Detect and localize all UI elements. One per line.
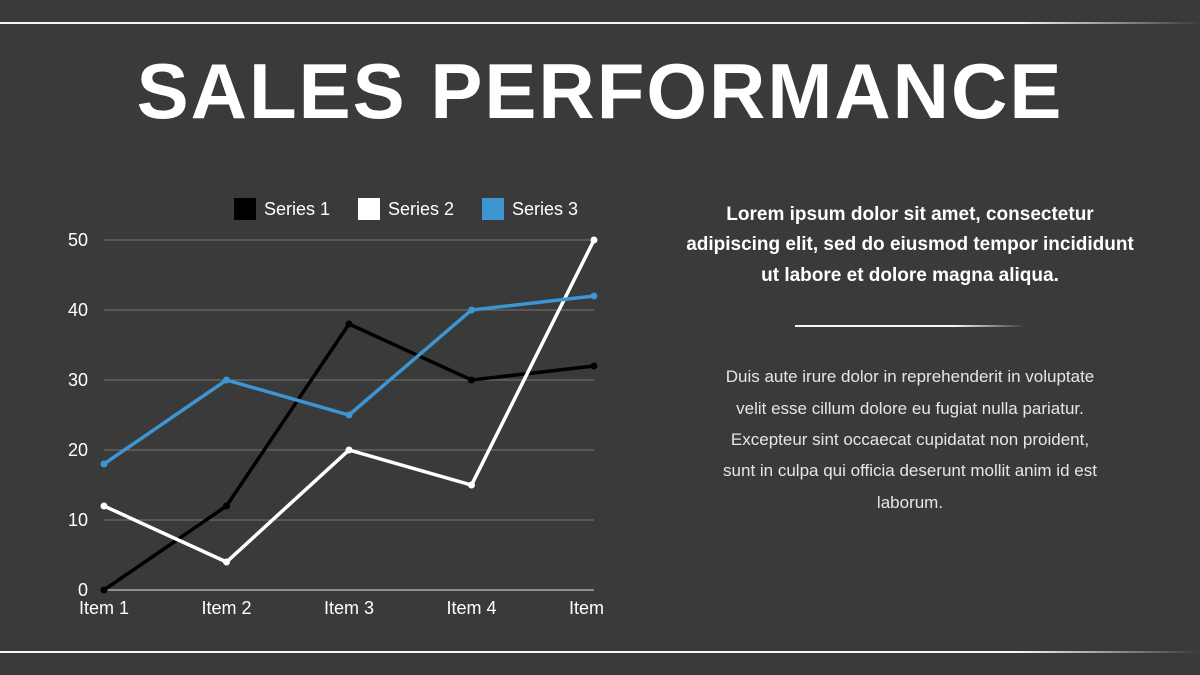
series-line (104, 240, 594, 562)
legend-label: Series 2 (388, 199, 454, 219)
y-tick-label: 50 (68, 230, 88, 250)
series-marker (346, 412, 353, 419)
series-marker (468, 377, 475, 384)
text-divider (795, 325, 1025, 327)
series-marker (468, 307, 475, 314)
slide-content: 0 10 20 30 40 50 Item 1 Item 2 Item 3 Item 4 Item… (0, 170, 1200, 625)
legend-label: Series 1 (264, 199, 330, 219)
series-marker (468, 482, 475, 489)
series-marker (101, 587, 108, 594)
series-marker (101, 503, 108, 510)
top-rule (0, 22, 1200, 24)
series-marker (223, 559, 230, 566)
legend-swatch (234, 198, 256, 220)
series-marker (223, 377, 230, 384)
series-marker (223, 503, 230, 510)
series-marker (591, 363, 598, 370)
legend-label: Series 3 (512, 199, 578, 219)
y-tick-label: 40 (68, 300, 88, 320)
y-tick-label: 10 (68, 510, 88, 530)
page-title: SALES PERFORMANCE (0, 46, 1200, 137)
legend-swatch (482, 198, 504, 220)
series-marker (591, 293, 598, 300)
sales-line-chart: 0 10 20 30 40 50 Item 1 Item 2 Item 3 Item 4 Item… (44, 180, 604, 620)
bottom-rule (0, 651, 1200, 653)
x-tick-label: Item 2 (201, 598, 251, 618)
series-marker (101, 461, 108, 468)
x-tick-label: Item 3 (324, 598, 374, 618)
x-tick-label: Item 4 (446, 598, 496, 618)
series-marker (591, 237, 598, 244)
y-tick-label: 20 (68, 440, 88, 460)
x-tick-label: Item 1 (79, 598, 129, 618)
x-tick-label: Item 5 (569, 598, 604, 618)
text-column: Lorem ipsum dolor sit amet, consectetur … (680, 200, 1140, 518)
series-line (104, 324, 594, 590)
body-paragraph: Duis aute irure dolor in reprehenderit i… (680, 361, 1140, 518)
y-tick-label: 30 (68, 370, 88, 390)
y-tick-label: 0 (78, 580, 88, 600)
series-marker (346, 321, 353, 328)
series-marker (346, 447, 353, 454)
intro-paragraph: Lorem ipsum dolor sit amet, consectetur … (680, 200, 1140, 291)
legend-swatch (358, 198, 380, 220)
chart-svg: 0 10 20 30 40 50 Item 1 Item 2 Item 3 Item 4 Item… (44, 180, 604, 620)
